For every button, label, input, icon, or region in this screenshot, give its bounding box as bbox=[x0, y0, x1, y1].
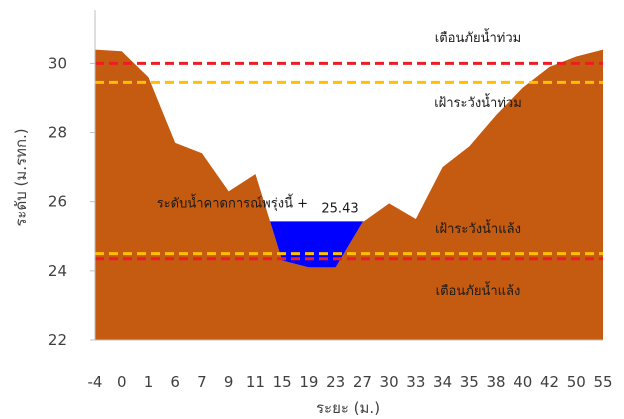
y-tick-label: 26 bbox=[48, 193, 67, 211]
x-tick-labels: -4 0 1 6 7 9 11 15 19 23 27 30 33 34 35 38 40 42 50 55 bbox=[88, 373, 613, 391]
x-tick-label: 7 bbox=[197, 373, 207, 391]
x-tick-label: 0 bbox=[117, 373, 127, 391]
y-axis-title: ระดับ (ม.รทก.) bbox=[12, 128, 30, 226]
ground-area bbox=[95, 49, 603, 341]
x-tick-label: 9 bbox=[224, 373, 234, 391]
threshold-label-0: เตือนภัยน้ำท่วม bbox=[435, 28, 521, 46]
threshold-label-2: เฝ้าระวังน้ำแล้ง bbox=[435, 219, 521, 237]
y-tick-label: 22 bbox=[48, 331, 67, 349]
threshold-label-1: เฝ้าระวังน้ำท่วม bbox=[434, 93, 522, 111]
y-tick-label: 30 bbox=[48, 54, 67, 72]
x-tick-label: 55 bbox=[593, 373, 612, 391]
water-level-label: ระดับน้ำคาดการณ์พรุ่งนี้ + bbox=[157, 193, 308, 211]
x-tick-label: 6 bbox=[170, 373, 180, 391]
water-level-value: 25.43 bbox=[321, 201, 358, 216]
x-tick-label: 33 bbox=[406, 373, 425, 391]
x-tick-label: -4 bbox=[88, 373, 103, 391]
x-tick-label: 15 bbox=[273, 373, 292, 391]
x-tick-label: 1 bbox=[144, 373, 154, 391]
x-tick-label: 42 bbox=[540, 373, 559, 391]
threshold-label-3: เตือนภัยน้ำแล้ง bbox=[436, 281, 521, 299]
threshold-lines bbox=[95, 61, 603, 261]
x-tick-label: 35 bbox=[460, 373, 479, 391]
x-tick-label: 11 bbox=[246, 373, 265, 391]
y-tick-label: 28 bbox=[48, 124, 67, 142]
x-tick-label: 23 bbox=[326, 373, 345, 391]
y-tick-labels: 22 24 26 28 30 bbox=[48, 54, 95, 349]
x-tick-label: 40 bbox=[513, 373, 532, 391]
x-tick-label: 50 bbox=[567, 373, 586, 391]
water-area bbox=[270, 221, 364, 268]
x-tick-label: 30 bbox=[380, 373, 399, 391]
x-axis-title: ระยะ (ม.) bbox=[316, 399, 380, 417]
x-tick-label: 27 bbox=[353, 373, 372, 391]
x-tick-label: 34 bbox=[433, 373, 452, 391]
threshold-annotations: เตือนภัยน้ำท่วมเฝ้าระวังน้ำท่วมเฝ้าระวัง… bbox=[434, 28, 522, 299]
x-tick-label: 38 bbox=[487, 373, 506, 391]
y-tick-label: 24 bbox=[48, 262, 67, 280]
x-tick-label: 19 bbox=[299, 373, 318, 391]
